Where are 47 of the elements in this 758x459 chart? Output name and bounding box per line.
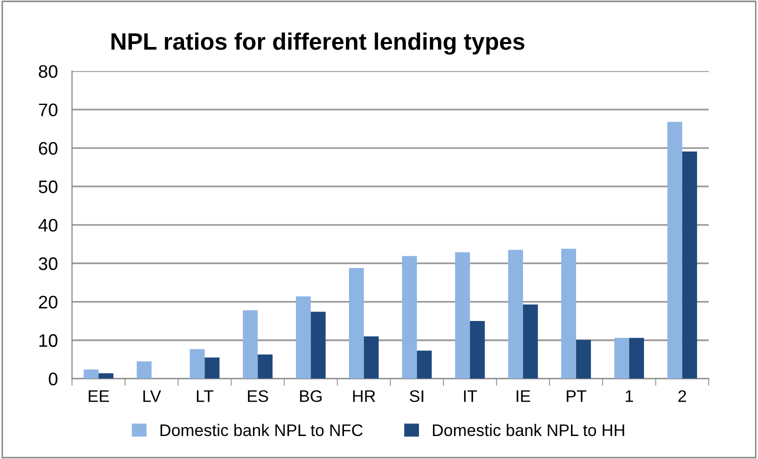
bar — [470, 321, 485, 379]
bar — [416, 350, 432, 379]
y-tick-label: 40 — [38, 218, 58, 232]
bar — [364, 336, 379, 379]
x-tick-label: ES — [248, 390, 268, 402]
bar — [561, 248, 576, 379]
x-tick-label: PT — [566, 390, 586, 402]
bar — [667, 122, 682, 379]
bar — [455, 252, 470, 379]
bar — [402, 256, 417, 379]
x-tick-label: 1 — [626, 390, 633, 402]
y-tick-label: 10 — [39, 334, 58, 347]
y-tick-label: 20 — [38, 296, 58, 309]
y-tick-label: 60 — [38, 142, 58, 155]
bar — [296, 296, 311, 379]
x-tick-label: 2 — [678, 390, 686, 402]
bar — [310, 312, 326, 379]
bar — [348, 268, 364, 379]
bar — [84, 369, 99, 379]
bar — [204, 358, 220, 379]
x-tick-label: HR — [353, 390, 376, 402]
bar — [629, 338, 644, 379]
bar — [508, 250, 524, 379]
legend-label: Domestic bank NPL to HH — [432, 424, 624, 436]
bar — [682, 151, 698, 379]
x-tick-label: BG — [300, 390, 322, 402]
bar — [523, 304, 538, 379]
bar — [614, 338, 630, 379]
bar — [242, 310, 258, 379]
y-tick-label: 70 — [38, 104, 58, 116]
y-tick-label: 50 — [38, 180, 58, 194]
x-tick-label: EE — [88, 390, 109, 402]
legend-label: Domestic bank NPL to NFC — [160, 424, 363, 436]
bar — [258, 354, 273, 379]
bar — [98, 373, 114, 379]
y-tick-label: 0 — [48, 372, 58, 386]
x-tick-label: LV — [143, 390, 162, 402]
y-tick-label: 30 — [38, 257, 58, 270]
x-tick-label: SI — [410, 390, 424, 402]
bar — [190, 349, 205, 379]
chart-title: NPL ratios for different lending types — [111, 32, 524, 55]
bar — [136, 361, 152, 379]
y-tick-label: 80 — [38, 65, 58, 78]
x-tick-label: IT — [464, 390, 477, 402]
x-tick-label: IE — [516, 390, 530, 402]
bar — [576, 340, 591, 379]
x-tick-label: LT — [196, 390, 214, 402]
